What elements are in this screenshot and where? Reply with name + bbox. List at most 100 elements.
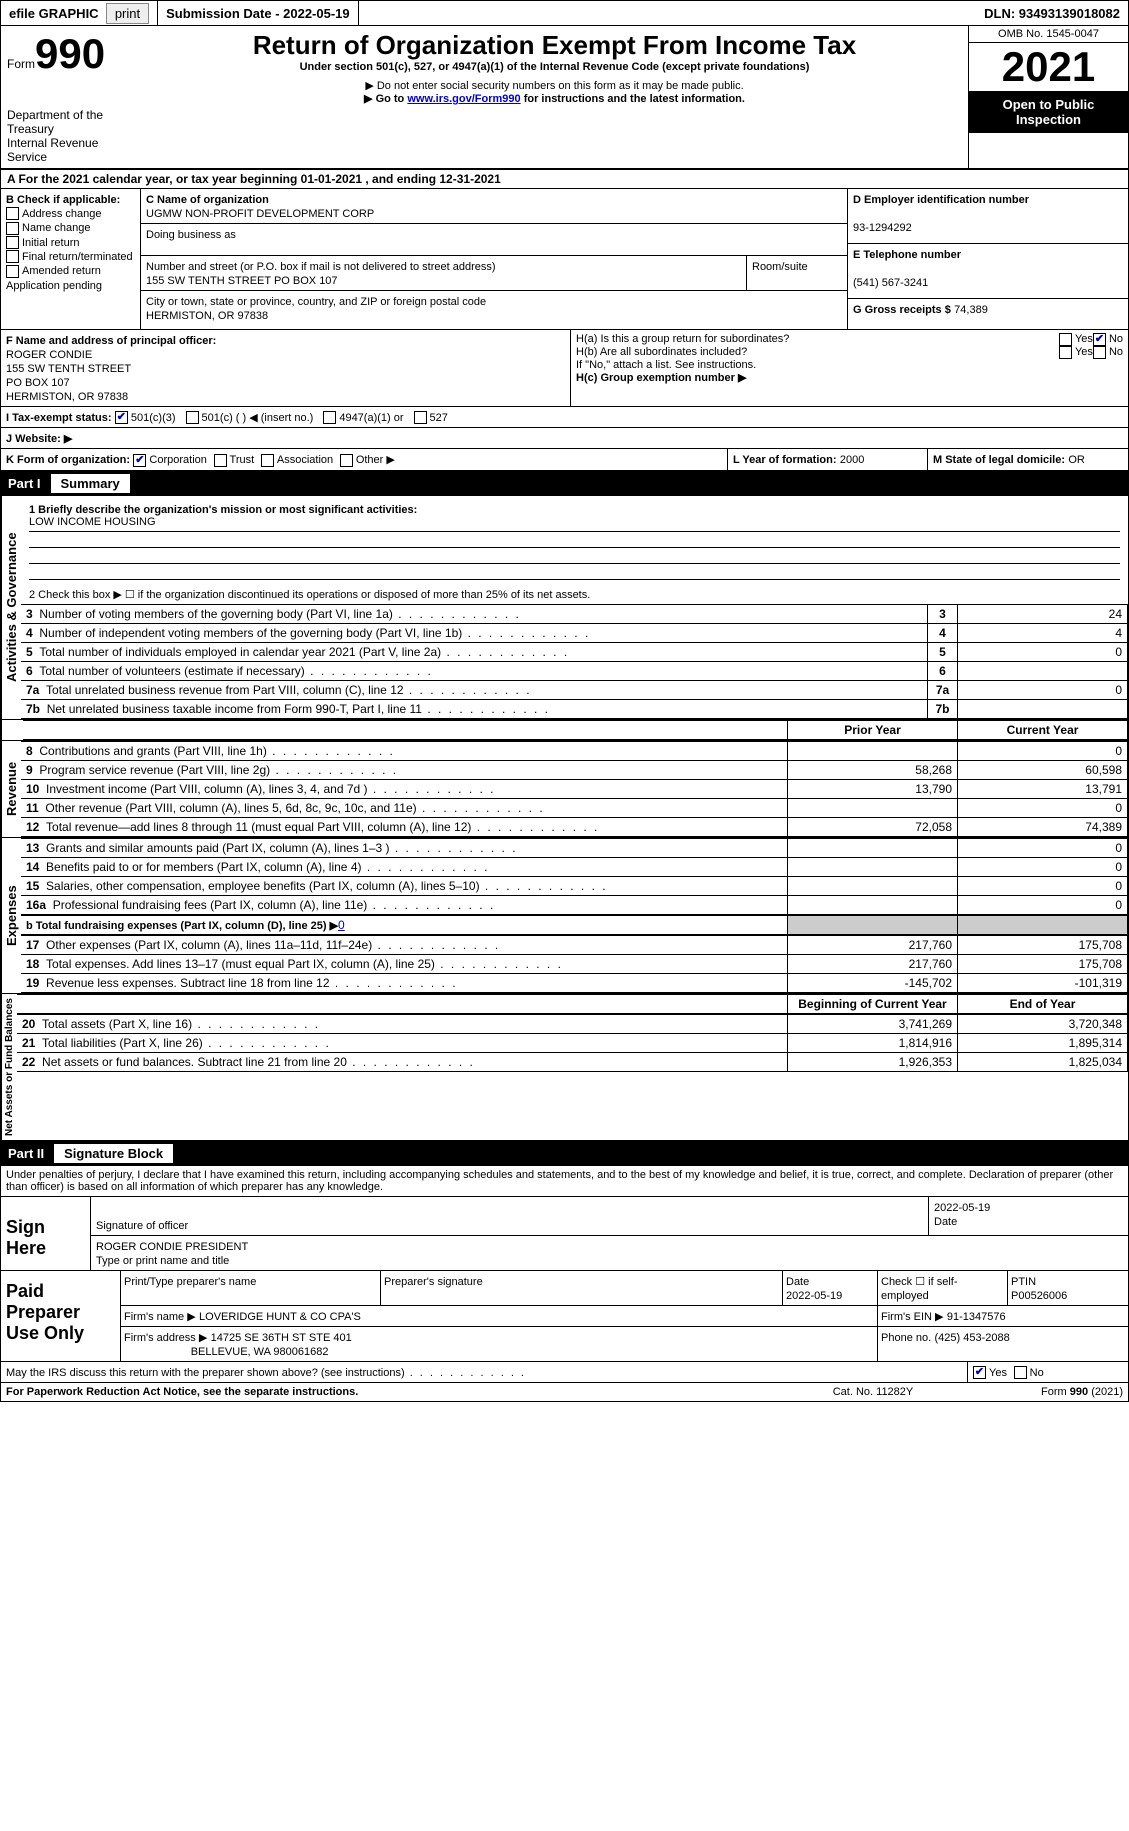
omb: OMB No. 1545-0047 (969, 26, 1128, 43)
revenue-table: 8 Contributions and grants (Part VIII, l… (21, 741, 1128, 837)
city: HERMISTON, OR 97838 (146, 310, 268, 322)
vert-expenses: Expenses (1, 838, 21, 993)
city-label: City or town, state or province, country… (146, 296, 486, 308)
box-k: K Form of organization: Corporation Trus… (1, 449, 728, 469)
form-word: Form (7, 57, 35, 71)
box-e-label: E Telephone number (853, 249, 961, 261)
box-i: I Tax-exempt status: 501(c)(3) 501(c) ( … (1, 407, 1128, 427)
vert-governance: Activities & Governance (1, 496, 21, 719)
efile-text: efile GRAPHIC (9, 6, 99, 21)
org-name: UGMW NON-PROFIT DEVELOPMENT CORP (146, 208, 374, 220)
vert-revenue: Revenue (1, 741, 21, 837)
section-a: A For the 2021 calendar year, or tax yea… (0, 169, 1129, 189)
cb-final[interactable] (6, 250, 19, 263)
irs-link[interactable]: www.irs.gov/Form990 (407, 93, 520, 105)
form-subtitle: Under section 501(c), 527, or 4947(a)(1)… (145, 61, 964, 73)
part1-label: Part I (8, 476, 41, 491)
box-d-label: D Employer identification number (853, 194, 1029, 206)
address: 155 SW TENTH STREET PO BOX 107 (146, 275, 338, 287)
cat-no: Cat. No. 11282Y (773, 1386, 973, 1398)
part1-header: Part I Summary (0, 471, 1129, 496)
box-g-label: G Gross receipts $ (853, 304, 951, 316)
discuss-q: May the IRS discuss this return with the… (6, 1367, 526, 1379)
cb-amended[interactable] (6, 265, 19, 278)
expenses-table-1: 13 Grants and similar amounts paid (Part… (21, 838, 1128, 915)
dba-label: Doing business as (146, 229, 236, 241)
room-label: Room/suite (752, 261, 808, 273)
part2-title: Signature Block (54, 1144, 173, 1163)
firm-name: LOVERIDGE HUNT & CO CPA'S (199, 1311, 361, 1323)
state-domicile: OR (1068, 454, 1085, 466)
officer-name: ROGER CONDIE (6, 349, 92, 361)
sign-here: Sign Here (1, 1197, 91, 1270)
topbar: efile GRAPHIC print Submission Date - 20… (0, 0, 1129, 26)
note2: ▶ Go to www.irs.gov/Form990 for instruct… (145, 92, 964, 105)
firm-phone: (425) 453-2088 (935, 1332, 1010, 1344)
box-j: J Website: ▶ (1, 428, 1128, 448)
sig-name: ROGER CONDIE PRESIDENT (96, 1241, 248, 1253)
prep-date: 2022-05-19 (786, 1290, 842, 1302)
col-end: End of Year (958, 994, 1128, 1013)
part2-label: Part II (8, 1146, 44, 1161)
sig-date: 2022-05-19 (934, 1202, 990, 1214)
form-title: Return of Organization Exempt From Incom… (145, 30, 964, 61)
penalty-text: Under penalties of perjury, I declare th… (0, 1166, 1129, 1197)
phone: (541) 567-3241 (853, 277, 928, 289)
box-c-label: C Name of organization (146, 194, 269, 206)
box-f-label: F Name and address of principal officer: (6, 335, 216, 347)
header-mid: Return of Organization Exempt From Incom… (141, 26, 968, 168)
firm-addr1: 14725 SE 36TH ST STE 401 (211, 1332, 352, 1344)
col-begin: Beginning of Current Year (788, 994, 958, 1013)
box-f: F Name and address of principal officer:… (1, 330, 571, 406)
q2: 2 Check this box ▶ ☐ if the organization… (21, 585, 1128, 604)
line-b: b Total fundraising expenses (Part IX, c… (21, 915, 788, 934)
open-inspection: Open to Public Inspection (969, 91, 1128, 133)
header-right: OMB No. 1545-0047 2021 Open to Public In… (968, 26, 1128, 168)
hb-label: H(b) Are all subordinates included? (576, 346, 1059, 359)
print-button[interactable]: print (106, 3, 149, 24)
box-deg: D Employer identification number 93-1294… (848, 189, 1128, 329)
firm-ein: 91-1347576 (947, 1311, 1006, 1323)
dept-line1: Department of the Treasury (7, 108, 135, 136)
cb-pending: Application pending (6, 280, 102, 292)
box-i-label: I Tax-exempt status: (6, 412, 112, 424)
box-k-label: K Form of organization: (6, 454, 130, 466)
section-a-text: A For the 2021 calendar year, or tax yea… (7, 172, 501, 186)
ha-label: H(a) Is this a group return for subordin… (576, 333, 1059, 346)
discuss-row: May the IRS discuss this return with the… (1, 1362, 968, 1382)
q1-label: 1 Briefly describe the organization's mi… (29, 504, 417, 516)
efile-label: efile GRAPHIC print (1, 1, 158, 25)
cb-address[interactable] (6, 207, 19, 220)
cb-initial[interactable] (6, 236, 19, 249)
firm-addr2: BELLEVUE, WA 980061682 (191, 1346, 329, 1358)
form-ref: Form 990 (2021) (1041, 1386, 1123, 1398)
dept-line2: Internal Revenue Service (7, 136, 135, 164)
box-m: M State of legal domicile: OR (928, 449, 1128, 469)
mission: LOW INCOME HOUSING (29, 516, 1120, 532)
dln: DLN: 93493139018082 (976, 1, 1128, 25)
hb-note: If "No," attach a list. See instructions… (576, 359, 1123, 371)
expenses-table-2: 17 Other expenses (Part IX, column (A), … (21, 935, 1128, 993)
part1-title: Summary (51, 474, 130, 493)
line-b-val[interactable]: 0 (338, 918, 345, 932)
netassets-table: 20 Total assets (Part X, line 16)3,741,2… (17, 1014, 1128, 1072)
box-b-label: B Check if applicable: (6, 194, 120, 206)
year-formation: 2000 (840, 454, 864, 466)
pra: For Paperwork Reduction Act Notice, see … (6, 1386, 773, 1398)
box-b: B Check if applicable: Address change Na… (1, 189, 141, 329)
col-prior: Prior Year (788, 720, 958, 739)
sig-officer-label: Signature of officer (96, 1220, 188, 1232)
tax-year: 2021 (969, 43, 1128, 91)
addr-label: Number and street (or P.O. box if mail i… (146, 261, 496, 273)
hc-label: H(c) Group exemption number ▶ (576, 371, 1123, 384)
note1: ▶ Do not enter social security numbers o… (145, 79, 964, 92)
form-number: 990 (35, 30, 105, 77)
ein: 93-1294292 (853, 222, 912, 234)
summary-top-table: 3 Number of voting members of the govern… (21, 604, 1128, 719)
vert-netassets: Net Assets or Fund Balances (1, 994, 17, 1140)
box-c: C Name of organization UGMW NON-PROFIT D… (141, 189, 848, 329)
cb-name[interactable] (6, 222, 19, 235)
gross-receipts: 74,389 (954, 304, 988, 316)
box-l: L Year of formation: 2000 (728, 449, 928, 469)
col-current: Current Year (958, 720, 1128, 739)
